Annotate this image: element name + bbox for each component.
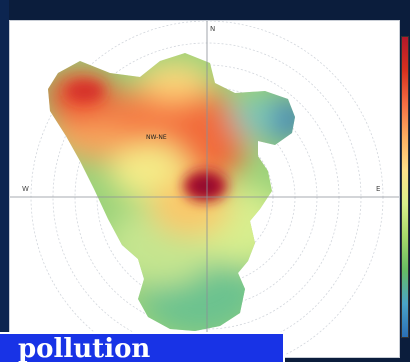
polar-plot-panel: N E W NW-NE: [9, 20, 400, 358]
pollution-banner: pollution: [0, 332, 285, 362]
banner-text: pollution: [18, 334, 151, 362]
west-label: W: [22, 185, 29, 193]
center-annotation: NW-NE: [146, 134, 167, 141]
north-label: N: [210, 25, 215, 33]
polar-axes: [10, 21, 399, 357]
left-frame-strip: [0, 0, 9, 360]
heat-surface: [48, 53, 295, 331]
color-scale-bar: [401, 36, 409, 338]
polar-plot: N E W NW-NE: [10, 21, 399, 357]
east-label: E: [376, 185, 380, 193]
